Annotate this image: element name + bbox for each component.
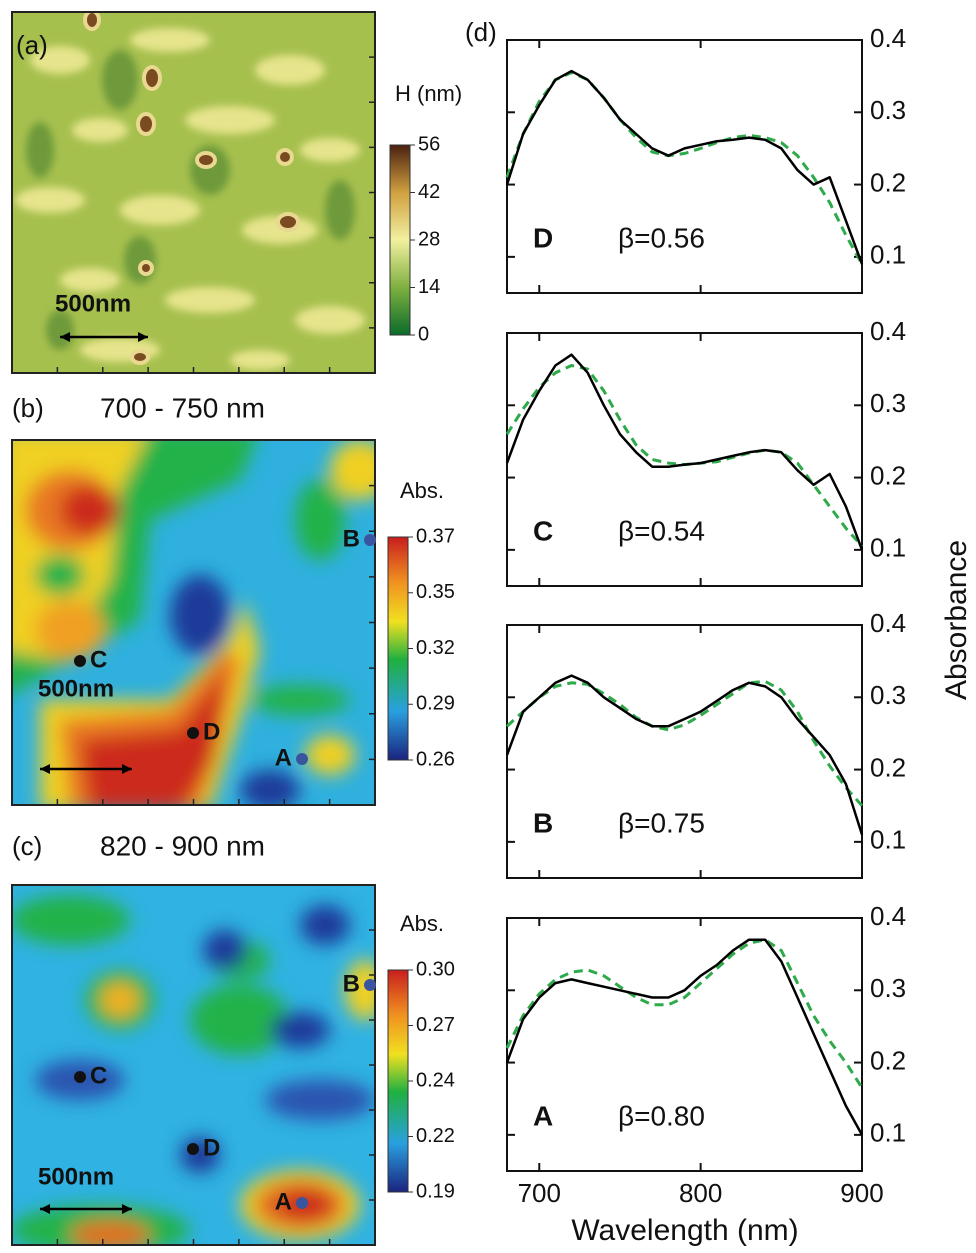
y-tick-label: 0.3 xyxy=(870,973,906,1003)
colorbar-tick-label: 0.30 xyxy=(416,958,455,980)
colorbar-tick-label: 0.22 xyxy=(416,1125,455,1147)
map-title: 700 - 750 nm xyxy=(100,392,265,423)
spectrum-line xyxy=(505,69,864,265)
annotation: β=0.75 xyxy=(618,807,705,838)
spectrum-line xyxy=(505,938,864,1136)
y-tick-label: 0.2 xyxy=(870,460,906,490)
y-tick-label: 0.2 xyxy=(870,752,906,782)
panel-label: (c) xyxy=(12,831,42,861)
curve-label: B xyxy=(533,807,553,838)
colorbar-tick-label: 0.37 xyxy=(416,525,455,547)
y-tick-label: 0.2 xyxy=(870,1045,906,1075)
colorbar xyxy=(387,969,409,1193)
map-point-label: B xyxy=(343,970,360,997)
map-point-label: D xyxy=(203,718,220,745)
x-tick-label: 900 xyxy=(840,1178,883,1208)
map-point xyxy=(187,727,199,739)
y-tick-label: 0.3 xyxy=(870,95,906,125)
colorbar-tick-label: 56 xyxy=(418,133,440,155)
map-point-label: C xyxy=(90,646,107,673)
y-tick-label: 0.1 xyxy=(870,533,906,563)
y-tick-label: 0.2 xyxy=(870,167,906,197)
map-point-label: B xyxy=(343,525,360,552)
panel-label: (b) xyxy=(12,393,44,423)
colorbar-tick-label: 0.24 xyxy=(416,1069,455,1091)
map-image xyxy=(12,885,375,1245)
y-tick-label: 0.1 xyxy=(870,1118,906,1148)
y-tick-label: 0.3 xyxy=(870,680,906,710)
y-tick-label: 0.1 xyxy=(870,240,906,270)
x-tick-label: 700 xyxy=(518,1178,561,1208)
map-point xyxy=(364,979,376,991)
y-tick-label: 0.4 xyxy=(870,901,906,931)
map-point-label: D xyxy=(203,1134,220,1161)
map-point-label: A xyxy=(275,744,292,771)
scale-bar-label: 500nm xyxy=(38,1163,114,1190)
map-image xyxy=(12,12,375,373)
plot-frame xyxy=(506,917,863,1172)
scale-bar-head xyxy=(40,1204,132,1214)
curve-label: A xyxy=(533,1100,553,1131)
map-title: 820 - 900 nm xyxy=(100,830,265,861)
map-point xyxy=(364,534,376,546)
y-tick-label: 0.4 xyxy=(870,23,906,53)
map-point xyxy=(74,1071,86,1083)
y-tick-label: 0.4 xyxy=(870,608,906,638)
map-point-label: C xyxy=(90,1062,107,1089)
colorbar-tick-label: 0 xyxy=(418,323,429,345)
scale-bar-head xyxy=(40,764,132,774)
colorbar-title: H (nm) xyxy=(395,81,462,106)
scale-bar-label: 500nm xyxy=(55,290,131,317)
colorbar-tick-label: 0.35 xyxy=(416,581,455,603)
y-tick-label: 0.4 xyxy=(870,316,906,346)
map-image xyxy=(12,440,375,805)
x-tick-label: 800 xyxy=(679,1178,722,1208)
panel-label: (a) xyxy=(16,30,48,60)
colorbar-tick-label: 14 xyxy=(418,276,440,298)
spectrum-line xyxy=(505,674,864,835)
colorbar-tick-label: 0.19 xyxy=(416,1180,455,1202)
colorbar-tick-label: 0.32 xyxy=(416,637,455,659)
colorbar-tick-label: 28 xyxy=(418,228,440,250)
spectrum-line xyxy=(505,679,864,807)
colorbar-tick-label: 0.26 xyxy=(416,748,455,770)
annotation: β=0.56 xyxy=(618,222,705,253)
colorbar-tick-label: 0.27 xyxy=(416,1014,455,1036)
map-point xyxy=(296,753,308,765)
map-point xyxy=(187,1143,199,1155)
curve-label: D xyxy=(533,222,553,253)
map-point xyxy=(296,1197,308,1209)
spectrum-line xyxy=(505,938,864,1089)
plot-frame xyxy=(506,39,863,294)
colorbar-title: Abs. xyxy=(400,911,444,936)
x-axis-title: Wavelength (nm) xyxy=(571,1214,798,1247)
y-axis-title: Absorbance xyxy=(940,540,973,700)
plot-frame xyxy=(506,624,863,879)
curve-label: C xyxy=(533,515,553,546)
scale-bar-label: 500nm xyxy=(38,675,114,702)
annotation: β=0.54 xyxy=(618,515,705,546)
colorbar-tick-label: 0.29 xyxy=(416,693,455,715)
plot-frame xyxy=(506,332,863,587)
annotation: β=0.80 xyxy=(618,1100,705,1131)
map-point-label: A xyxy=(275,1188,292,1215)
y-tick-label: 0.1 xyxy=(870,825,906,855)
map-point xyxy=(74,655,86,667)
colorbar xyxy=(389,144,411,336)
colorbar xyxy=(387,536,409,761)
colorbar-tick-label: 42 xyxy=(418,181,440,203)
scale-bar-head xyxy=(60,332,148,342)
spectrum-line xyxy=(505,353,864,551)
colorbar-title: Abs. xyxy=(400,478,444,503)
panel-label: (d) xyxy=(465,17,497,47)
y-tick-label: 0.3 xyxy=(870,388,906,418)
